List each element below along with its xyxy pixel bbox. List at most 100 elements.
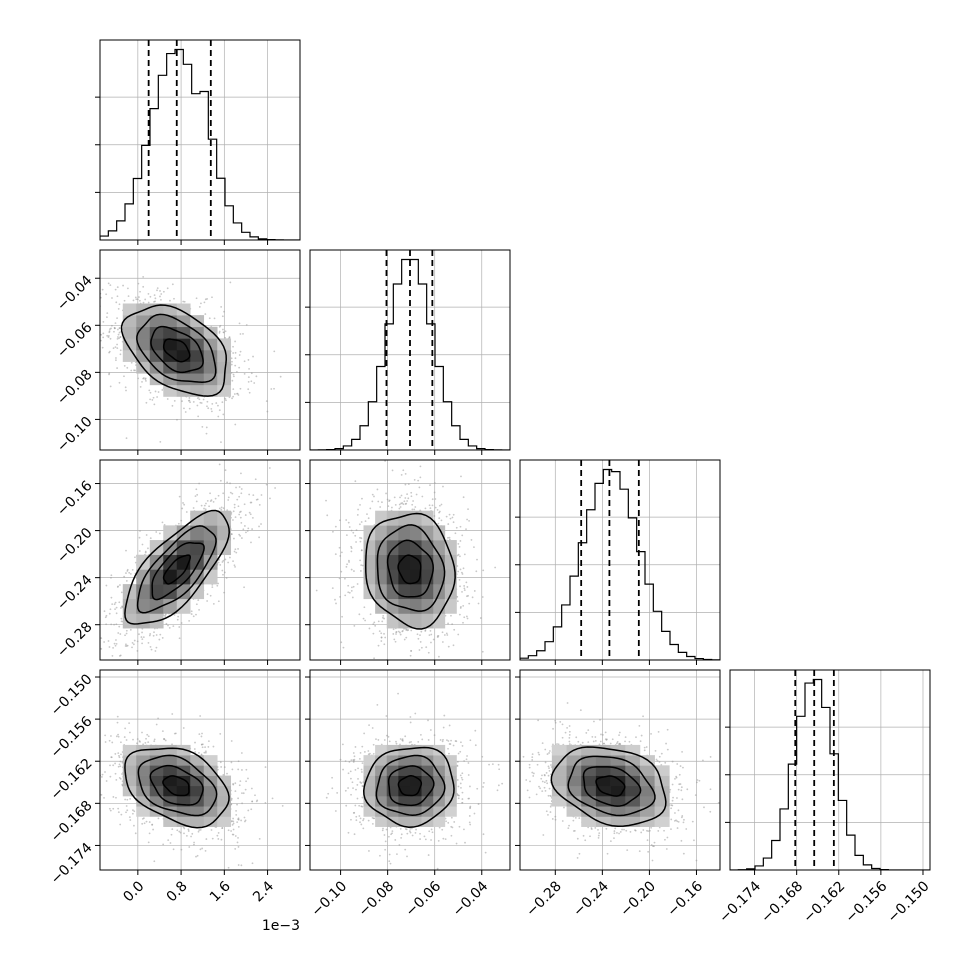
scatter-point: [141, 381, 143, 383]
scatter-point: [222, 573, 224, 576]
scatter-point: [456, 565, 459, 567]
scatter-point: [341, 615, 343, 618]
scatter-point: [198, 608, 200, 611]
scatter-point: [190, 610, 193, 613]
scatter-point: [126, 798, 129, 801]
scatter-point: [459, 525, 462, 528]
scatter-point: [160, 299, 162, 301]
scatter-point: [123, 375, 125, 378]
scatter-point: [404, 483, 407, 486]
scatter-point: [91, 324, 93, 326]
density-cell: [433, 613, 446, 629]
contour-p20-1: [151, 542, 205, 601]
scatter-point: [119, 654, 122, 657]
scatter-point: [364, 619, 367, 622]
scatter-point: [101, 346, 104, 349]
scatter-point: [104, 616, 107, 619]
scatter-point: [354, 534, 357, 537]
scatter-point: [123, 736, 126, 738]
scatter-point: [109, 809, 112, 812]
scatter-point: [147, 641, 150, 644]
scatter-point: [148, 634, 151, 637]
scatter-point: [120, 617, 123, 620]
density-cell: [398, 584, 411, 600]
scatter-point: [446, 634, 449, 636]
scatter-point: [120, 753, 122, 756]
scatter-point: [136, 298, 139, 301]
scatter-point: [130, 369, 133, 372]
scatter-point: [237, 394, 240, 396]
scatter-point: [381, 616, 384, 619]
density-cell: [176, 584, 191, 600]
scatter-point: [221, 401, 224, 404]
scatter-point: [452, 513, 455, 516]
scatter-point: [247, 388, 250, 391]
scatter-point: [223, 571, 226, 574]
scatter-point: [433, 515, 436, 517]
scatter-point: [173, 400, 176, 402]
density-cell: [176, 338, 191, 351]
scatter-point: [223, 766, 226, 769]
scatter-point: [101, 773, 104, 776]
scatter-point: [206, 405, 208, 408]
density-cell: [410, 525, 422, 541]
scatter-point: [234, 516, 237, 519]
scatter-point: [119, 777, 122, 780]
scatter-point: [398, 503, 401, 506]
scatter-point: [404, 497, 407, 499]
scatter-point: [432, 638, 435, 641]
scatter-point: [124, 634, 126, 637]
scatter-point: [449, 517, 452, 520]
scatter-point: [164, 739, 167, 742]
panel-p20: [100, 463, 276, 657]
scatter-point: [360, 564, 363, 567]
scatter-point: [418, 649, 421, 651]
scatter-point: [93, 294, 95, 296]
scatter-point: [198, 306, 201, 308]
scatter-point: [394, 640, 397, 643]
scatter-point: [177, 522, 180, 525]
scatter-point: [90, 756, 92, 758]
scatter-point: [103, 796, 105, 799]
scatter-point: [224, 330, 227, 333]
scatter-point: [430, 641, 432, 644]
scatter-point: [192, 507, 195, 509]
density-cell: [444, 554, 457, 570]
scatter-point: [120, 813, 123, 816]
density-cell: [217, 338, 232, 351]
scatter-point: [465, 615, 468, 618]
scatter-point: [197, 415, 200, 418]
density-cell: [375, 554, 388, 570]
scatter-point: [74, 306, 76, 308]
scatter-point: [373, 495, 375, 498]
scatter-point: [200, 735, 203, 738]
scatter-point: [465, 528, 467, 531]
scatter-point: [234, 357, 237, 360]
density-cell: [190, 361, 205, 374]
scatter-point: [217, 494, 220, 497]
scatter-point: [215, 402, 218, 404]
density-cell: [203, 361, 218, 374]
scatter-point: [476, 558, 478, 561]
scatter-point: [233, 537, 235, 540]
scatter-point: [125, 643, 127, 646]
density-cell: [136, 326, 151, 339]
scatter-point: [429, 507, 432, 510]
scatter-point: [247, 527, 250, 530]
scatter-point: [420, 646, 423, 649]
scatter-point: [139, 385, 142, 388]
scatter-point: [351, 586, 353, 589]
scatter-point: [129, 572, 132, 575]
scatter-point: [231, 768, 234, 771]
scatter-point: [420, 661, 422, 663]
density-cell: [386, 540, 399, 556]
scatter-point: [182, 727, 185, 729]
scatter-point: [425, 646, 428, 649]
scatter-point: [142, 743, 145, 746]
scatter-point: [119, 584, 121, 586]
scatter-point: [214, 497, 217, 500]
scatter-point: [178, 495, 181, 498]
scatter-point: [248, 368, 250, 370]
scatter-point: [347, 591, 350, 594]
